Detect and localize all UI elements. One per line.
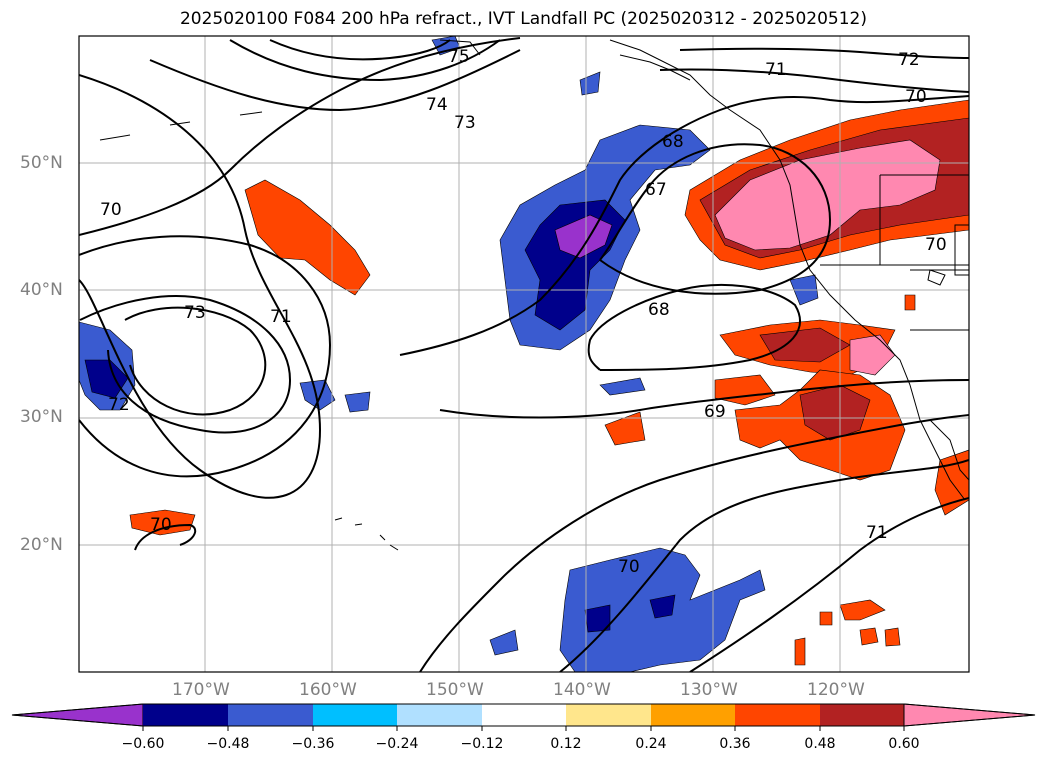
lon-label: 170°W [172,680,230,700]
lon-label: 130°W [680,680,738,700]
colorbar-segment [228,704,313,726]
colorbar-tick-label: −0.12 [460,736,504,752]
colorbar-tick-label: 0.36 [719,736,751,752]
contour-label: 70 [905,87,927,107]
contour-label: 71 [765,60,787,80]
colorbar-segment [651,704,735,726]
colorbar-segment [735,704,820,726]
height-contours [79,37,969,672]
contour-label: 68 [648,300,670,320]
colorbar-segment [397,704,482,726]
colorbar-right-extension [903,703,1036,727]
contour-label: 67 [645,180,667,200]
colorbar [11,703,1036,731]
lat-label: 30°N [20,407,63,427]
map-border [78,35,970,673]
coastlines [99,39,969,551]
contour-label: 72 [898,50,920,70]
colorbar-tick-label: −0.24 [375,736,419,752]
colorbar-tick-label: −0.48 [206,736,250,752]
colorbar-segment [566,704,651,726]
contour-label: 70 [618,557,640,577]
contour-label: 70 [150,515,172,535]
lat-label: 50°N [20,153,63,173]
colorbar-tick-label: 0.12 [550,736,582,752]
contour-label: 68 [662,132,684,152]
contour-label: 73 [454,113,476,133]
lon-label: 120°W [807,680,865,700]
lon-label: 140°W [553,680,611,700]
contour-label: 71 [270,307,292,327]
colorbar-segment [820,704,904,726]
colorbar-tick-label: −0.36 [291,736,335,752]
gridlines [79,36,969,672]
colorbar-segment [143,704,228,726]
map-panel [79,36,969,672]
colorbar-tick-label: 0.60 [888,736,920,752]
contour-label: 70 [925,235,947,255]
lat-label: 40°N [20,280,63,300]
colorbar-segment [482,704,566,726]
lon-label: 160°W [299,680,357,700]
lat-label: 20°N [20,535,63,555]
contour-label: 72 [108,395,130,415]
colorbar-segment [313,704,397,726]
contour-label: 75 [448,47,470,67]
contour-label: 74 [426,95,448,115]
contour-label: 70 [100,200,122,220]
positive-anomaly-shading [129,99,969,666]
lon-label: 150°W [426,680,484,700]
contour-label: 69 [704,402,726,422]
colorbar-tick-label: −0.60 [121,736,165,752]
colorbar-left-extension [11,703,144,727]
contour-label: 73 [184,303,206,323]
colorbar-tick-label: 0.48 [804,736,836,752]
figure-title: 2025020100 F084 200 hPa refract., IVT La… [179,9,867,29]
colorbar-tick-label: 0.24 [635,736,667,752]
contour-labels: 75 74 73 72 71 70 70 68 67 68 73 71 72 6… [100,47,947,577]
contour-label: 71 [866,523,888,543]
